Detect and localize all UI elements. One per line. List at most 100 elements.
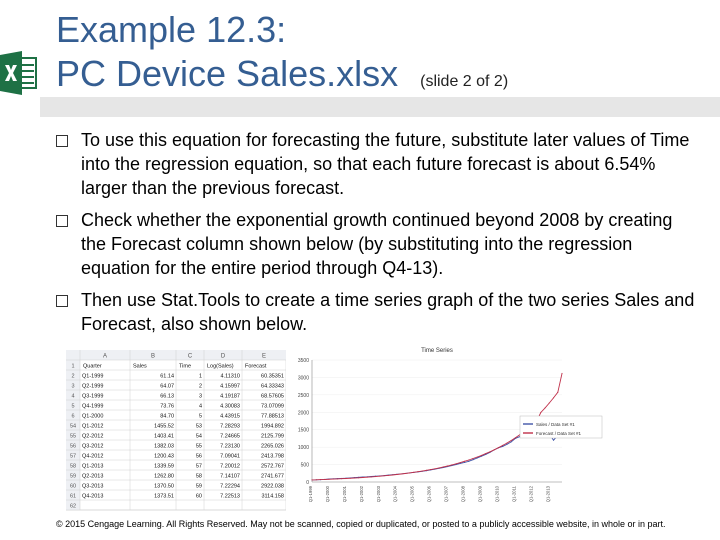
sheet-cell: 4.15997 — [220, 384, 240, 390]
series-point — [332, 478, 334, 480]
series-point — [540, 411, 542, 414]
sheet-cell: 60.35351 — [261, 374, 284, 380]
series-point — [514, 437, 516, 439]
sheet-cell: 7.22294 — [220, 484, 240, 490]
x-tick-label: Q1-2008 — [461, 485, 466, 502]
title-line-2: PC Device Sales.xlsx — [56, 53, 399, 94]
sheet-row-number: 2 — [71, 374, 74, 380]
legend-label: Forecast / Data Set #1 — [536, 431, 582, 436]
sheet-cell: 2922.038 — [261, 484, 284, 490]
sheet-row-number: 4 — [71, 394, 74, 400]
time-series-chart: Time Series 0 500 1000 1500 2000 2500 3000 3500 Q… — [294, 344, 604, 512]
sheet-cell: 1339.59 — [154, 464, 174, 470]
sheet-cell: 7.09041 — [220, 454, 240, 460]
y-tick-label: 3500 — [298, 358, 309, 364]
sheet-cell: 1262.80 — [154, 474, 174, 480]
sheet-cell: Q1-2013 — [82, 464, 103, 470]
series-point — [425, 469, 427, 471]
series-point — [455, 463, 457, 465]
series-point — [552, 397, 555, 399]
bullet-list: To use this equation for forecasting the… — [56, 128, 696, 344]
title-line-1: Example 12.3: — [56, 9, 287, 50]
series-point — [493, 449, 495, 451]
series-point — [472, 459, 474, 461]
sheet-cell: 64.33343 — [261, 384, 284, 390]
x-tick-label: Q1-2006 — [427, 485, 432, 502]
series-point — [324, 478, 326, 481]
sheet-header-cell: Sales — [133, 364, 147, 370]
x-tick-label: Q1-2013 — [545, 485, 550, 502]
sheet-cell: 2265.026 — [261, 444, 284, 450]
series-point — [404, 472, 406, 475]
y-tick-label: 2000 — [298, 410, 309, 416]
series-point — [510, 439, 512, 442]
sheet-cell: 1 — [199, 374, 202, 380]
sheet-row-number: 61 — [70, 494, 76, 500]
sheet-cell: 7.23130 — [220, 444, 240, 450]
legend-label: Sales / Data Set #1 — [536, 422, 575, 427]
series-point — [353, 477, 355, 479]
bullet-item: Check whether the exponential growth con… — [56, 208, 696, 280]
sheet-cell: 60 — [196, 494, 202, 500]
series-point — [485, 453, 487, 455]
x-tick-label: Q1-2009 — [477, 485, 482, 502]
sheet-cell: 3114.158 — [261, 494, 284, 500]
series-point — [336, 478, 338, 480]
series-point — [451, 464, 453, 466]
sheet-header-cell: Log(Sales) — [207, 364, 234, 370]
sheet-column-letter: B — [151, 354, 155, 360]
series-point — [379, 475, 381, 477]
series-point — [447, 465, 449, 467]
series-point — [387, 474, 389, 476]
series-point — [468, 459, 470, 461]
series-point — [557, 391, 559, 393]
sheet-column-letter: D — [221, 354, 226, 360]
series-point — [502, 445, 504, 447]
bullet-item: To use this equation for forecasting the… — [56, 128, 696, 200]
series-point — [341, 478, 343, 480]
series-point — [502, 444, 504, 446]
sheet-cell: 5 — [199, 414, 202, 420]
sheet-cell: 53 — [196, 424, 202, 430]
series-point — [375, 476, 377, 478]
sheet-cell: 61.14 — [160, 374, 174, 380]
sheet-column-letter: A — [103, 354, 107, 360]
series-point — [561, 372, 563, 375]
y-tick-label: 1500 — [298, 428, 309, 434]
sheet-cell: 57 — [196, 464, 202, 470]
square-bullet-icon — [56, 215, 68, 227]
sheet-cell: 7.22513 — [220, 494, 240, 500]
series-point — [544, 407, 546, 409]
sheet-cell: 4.30083 — [220, 404, 240, 410]
series-point — [463, 461, 466, 464]
x-tick-label: Q1-2004 — [393, 485, 398, 502]
series-point — [552, 439, 555, 441]
sheet-cell: 66.13 — [160, 394, 174, 400]
sheet-cell: 1994.892 — [261, 424, 284, 430]
slide-title: Example 12.3: PC Device Sales.xlsx (slide… — [56, 8, 508, 104]
square-bullet-icon — [56, 135, 68, 147]
series-point — [349, 477, 351, 479]
sheet-cell: 64.07 — [160, 384, 174, 390]
sheet-cell: 4 — [199, 404, 202, 410]
series-point — [400, 473, 402, 475]
sheet-cell: Q2-1999 — [82, 384, 103, 390]
sheet-cell: Q1-2000 — [82, 414, 103, 420]
sheet-row-number: 59 — [70, 474, 76, 480]
sheet-row-number: 54 — [70, 424, 76, 430]
series-point — [370, 476, 372, 478]
series-point — [463, 460, 466, 462]
sheet-cell: Q1-2012 — [82, 424, 103, 430]
sheet-cell: 58 — [196, 474, 202, 480]
sheet-header-cell: Quarter — [83, 364, 102, 370]
x-tick-label: Q1-2010 — [494, 485, 499, 502]
series-point — [413, 471, 415, 473]
series-point — [459, 462, 461, 464]
sheet-cell: 2413.798 — [261, 454, 284, 460]
series-point — [408, 472, 411, 474]
series-point — [468, 460, 470, 462]
series-point — [311, 479, 313, 481]
x-tick-label: Q1-2001 — [342, 485, 347, 502]
sheet-header-cell: Forecast — [245, 364, 267, 370]
y-tick-label: 3000 — [298, 375, 309, 381]
